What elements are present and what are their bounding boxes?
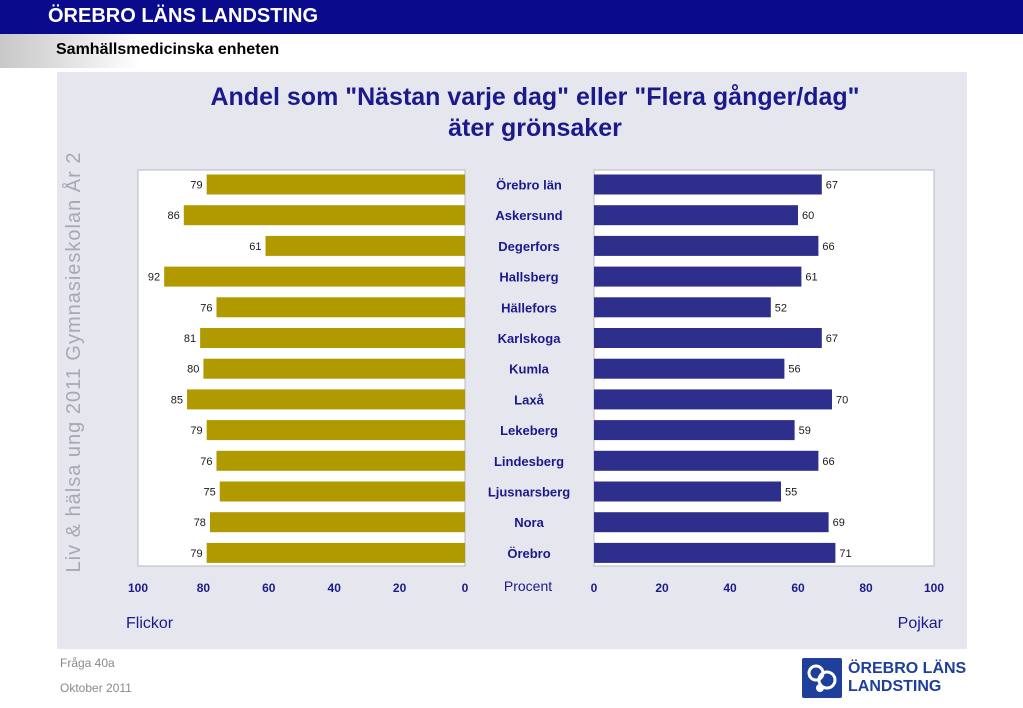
category-label-3: Hallsberg	[499, 270, 558, 285]
data-label-flickor-3: 92	[148, 272, 160, 284]
bar-flickor-0	[206, 174, 466, 195]
category-label-8: Lekeberg	[500, 423, 558, 438]
category-label-6: Kumla	[509, 362, 550, 377]
bar-pojkar-10	[594, 481, 781, 502]
logo-line1: ÖREBRO LÄNS	[848, 660, 967, 677]
bar-pojkar-11	[594, 512, 829, 533]
series-label-pojkar: Pojkar	[898, 615, 944, 632]
bar-pojkar-8	[594, 420, 795, 441]
bar-flickor-11	[209, 512, 465, 533]
landsting-logo-icon	[802, 658, 842, 698]
tick-right-1: 20	[655, 581, 669, 595]
bar-pojkar-4	[594, 297, 771, 318]
data-label-pojkar-3: 61	[805, 272, 817, 284]
category-label-2: Degerfors	[498, 239, 559, 254]
bar-pojkar-6	[594, 358, 785, 379]
bar-flickor-8	[206, 420, 466, 441]
bar-flickor-2	[265, 235, 465, 256]
data-label-flickor-4: 76	[200, 302, 212, 314]
chart-title-line1: Andel som "Nästan varje dag" eller "Fler…	[210, 83, 860, 111]
tick-right-3: 60	[791, 581, 805, 595]
logo-line2: LANDSTING	[848, 678, 942, 695]
logo: ÖREBRO LÄNS LANDSTING	[802, 658, 972, 702]
data-label-flickor-12: 79	[190, 548, 202, 560]
bar-pojkar-9	[594, 450, 819, 471]
tick-right-4: 80	[859, 581, 873, 595]
data-label-pojkar-11: 69	[833, 517, 845, 529]
tick-left-3: 60	[262, 581, 276, 595]
tick-right-5: 100	[924, 581, 944, 595]
tick-left-0: 0	[462, 581, 469, 595]
data-label-flickor-6: 80	[187, 364, 199, 376]
data-label-pojkar-9: 66	[822, 456, 834, 468]
data-label-flickor-9: 76	[200, 456, 212, 468]
subheader-bar: Samhällsmedicinska enheten	[0, 34, 1023, 68]
tick-left-2: 40	[328, 581, 342, 595]
category-label-7: Laxå	[514, 392, 544, 407]
bar-flickor-10	[219, 481, 465, 502]
bar-flickor-6	[203, 358, 465, 379]
data-label-pojkar-7: 70	[836, 394, 848, 406]
data-label-pojkar-8: 59	[799, 425, 811, 437]
logo-text: ÖREBRO LÄNS LANDSTING	[848, 660, 966, 696]
bar-pojkar-7	[594, 389, 832, 410]
data-label-flickor-10: 75	[204, 487, 216, 499]
bar-pojkar-1	[594, 205, 798, 226]
bar-flickor-7	[187, 389, 466, 410]
category-label-12: Örebro	[507, 546, 550, 561]
bar-flickor-4	[216, 297, 465, 318]
footer-question: Fråga 40a	[60, 656, 115, 670]
data-label-pojkar-4: 52	[775, 302, 787, 314]
header-bar: ÖREBRO LÄNS LANDSTING	[0, 0, 1023, 34]
category-label-11: Nora	[514, 515, 544, 530]
category-label-4: Hällefors	[501, 300, 557, 315]
data-label-flickor-8: 79	[190, 425, 202, 437]
bar-flickor-3	[164, 266, 465, 287]
category-label-0: Örebro län	[496, 178, 562, 193]
data-label-flickor-7: 85	[171, 394, 183, 406]
bar-pojkar-0	[594, 174, 822, 195]
chart-title: Andel som "Nästan varje dag" eller "Fler…	[140, 82, 930, 144]
tick-right-2: 40	[723, 581, 737, 595]
data-label-flickor-5: 81	[184, 333, 196, 345]
category-label-9: Lindesberg	[494, 454, 564, 469]
data-label-pojkar-2: 66	[822, 241, 834, 253]
data-label-pojkar-0: 67	[826, 180, 838, 192]
category-label-1: Askersund	[495, 208, 562, 223]
data-label-pojkar-6: 56	[788, 364, 800, 376]
bar-flickor-12	[206, 542, 466, 563]
bar-pojkar-3	[594, 266, 802, 287]
header-subtitle: Samhällsmedicinska enheten	[56, 41, 280, 58]
data-label-pojkar-5: 67	[826, 333, 838, 345]
category-label-5: Karlskoga	[498, 331, 562, 346]
tick-left-4: 80	[197, 581, 211, 595]
category-label-10: Ljusnarsberg	[488, 485, 570, 500]
data-label-pojkar-10: 55	[785, 487, 797, 499]
x-axis-label: Procent	[504, 578, 552, 594]
tick-left-1: 20	[393, 581, 407, 595]
bar-flickor-9	[216, 450, 465, 471]
tick-left-5: 100	[128, 581, 148, 595]
data-label-flickor-0: 79	[190, 180, 202, 192]
data-label-flickor-1: 86	[168, 210, 180, 222]
data-label-pojkar-12: 71	[839, 548, 851, 560]
data-label-pojkar-1: 60	[802, 210, 814, 222]
bar-pojkar-5	[594, 328, 822, 348]
bar-pojkar-2	[594, 235, 819, 256]
data-label-flickor-2: 61	[249, 241, 261, 253]
series-label-flickor: Flickor	[126, 615, 174, 632]
bar-flickor-5	[200, 328, 465, 348]
bar-flickor-1	[183, 205, 465, 226]
chart-title-line2: äter grönsaker	[448, 114, 622, 142]
header-title: ÖREBRO LÄNS LANDSTING	[48, 5, 318, 27]
tick-right-0: 0	[591, 581, 598, 595]
bar-pojkar-12	[594, 542, 836, 563]
footer-date: Oktober 2011	[60, 681, 132, 695]
data-label-flickor-11: 78	[194, 517, 206, 529]
